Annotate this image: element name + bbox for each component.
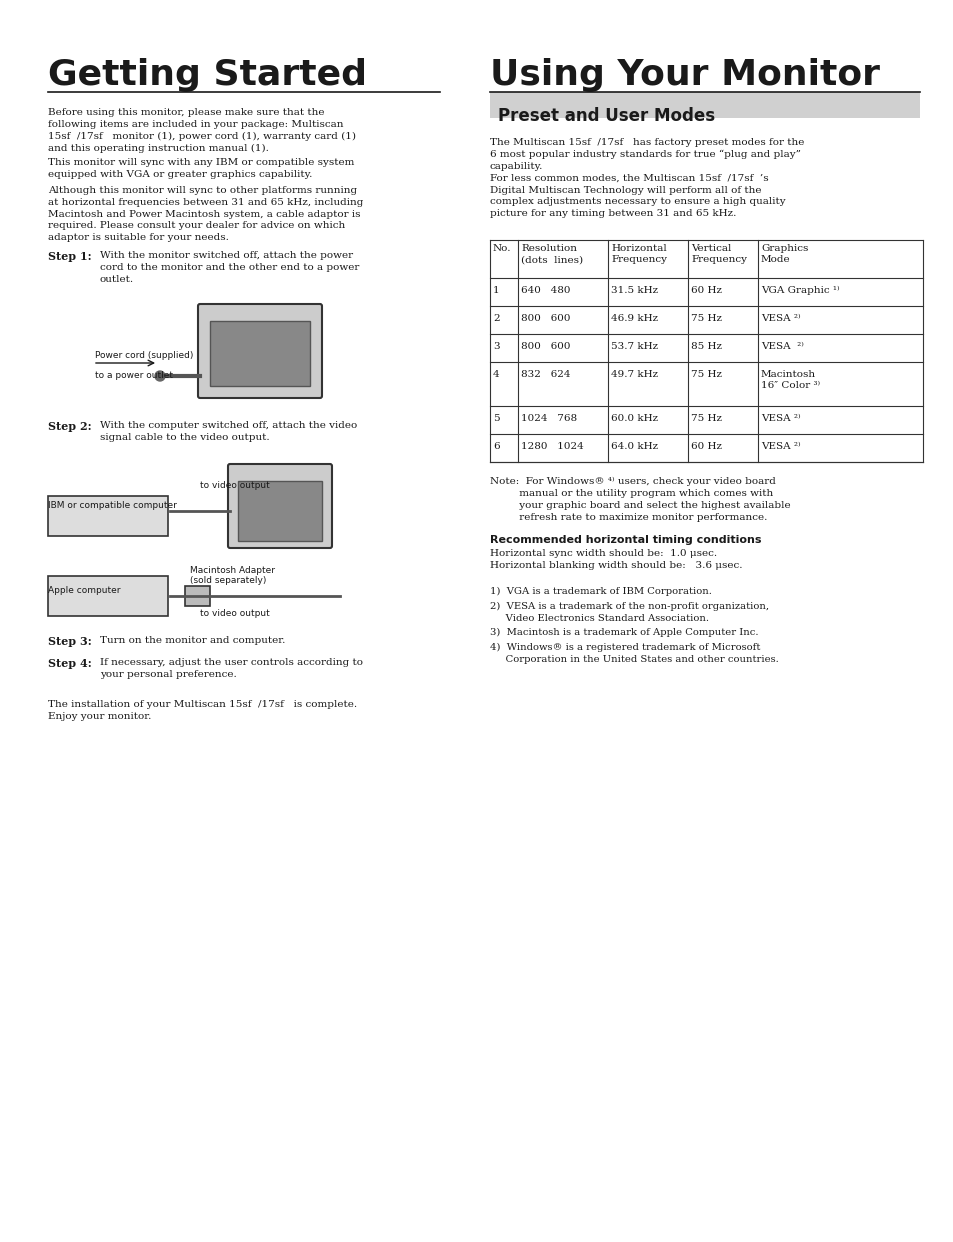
- Text: Horizontal sync width should be:  1.0 μsec.
Horizontal blanking width should be:: Horizontal sync width should be: 1.0 μse…: [490, 549, 741, 570]
- Text: Macintosh Adapter
(sold separately): Macintosh Adapter (sold separately): [190, 566, 274, 585]
- Text: Step 4:: Step 4:: [48, 658, 91, 669]
- FancyBboxPatch shape: [210, 320, 310, 386]
- Text: VESA ²⁾: VESA ²⁾: [760, 442, 800, 451]
- Text: Power cord (supplied): Power cord (supplied): [95, 351, 193, 360]
- Text: Graphics
Mode: Graphics Mode: [760, 243, 807, 265]
- Text: 4: 4: [493, 370, 499, 379]
- Text: 2: 2: [493, 314, 499, 323]
- Text: The installation of your Multiscan 15sf  /17sf   is complete.
Enjoy your monitor: The installation of your Multiscan 15sf …: [48, 700, 356, 720]
- Text: Before using this monitor, please make sure that the
following items are include: Before using this monitor, please make s…: [48, 108, 355, 153]
- Circle shape: [154, 371, 165, 381]
- FancyBboxPatch shape: [490, 92, 919, 118]
- Text: VESA ²⁾: VESA ²⁾: [760, 414, 800, 424]
- Text: Although this monitor will sync to other platforms running
at horizontal frequen: Although this monitor will sync to other…: [48, 186, 363, 242]
- Text: 60 Hz: 60 Hz: [690, 442, 721, 451]
- Text: 800   600: 800 600: [520, 314, 570, 323]
- Text: Preset and User Modes: Preset and User Modes: [497, 107, 715, 125]
- Text: 1024   768: 1024 768: [520, 414, 577, 424]
- Text: No.: No.: [493, 243, 511, 253]
- Text: VGA Graphic ¹⁾: VGA Graphic ¹⁾: [760, 286, 839, 296]
- Text: Vertical
Frequency: Vertical Frequency: [690, 243, 746, 265]
- FancyBboxPatch shape: [185, 586, 210, 606]
- Text: Note:  For Windows® ⁴⁾ users, check your video board
         manual or the util: Note: For Windows® ⁴⁾ users, check your …: [490, 477, 790, 522]
- Text: Turn on the monitor and computer.: Turn on the monitor and computer.: [100, 636, 285, 645]
- Text: VESA  ²⁾: VESA ²⁾: [760, 342, 803, 351]
- Text: 85 Hz: 85 Hz: [690, 342, 721, 351]
- Text: 1)  VGA is a trademark of IBM Corporation.: 1) VGA is a trademark of IBM Corporation…: [490, 587, 711, 596]
- Text: Step 3:: Step 3:: [48, 636, 91, 647]
- Text: Macintosh
16″ Color ³⁾: Macintosh 16″ Color ³⁾: [760, 370, 820, 390]
- Text: 75 Hz: 75 Hz: [690, 314, 721, 323]
- Text: IBM or compatible computer: IBM or compatible computer: [48, 501, 176, 510]
- Text: VESA ²⁾: VESA ²⁾: [760, 314, 800, 323]
- Text: 31.5 kHz: 31.5 kHz: [610, 286, 658, 296]
- Text: Horizontal
Frequency: Horizontal Frequency: [610, 243, 666, 265]
- Text: 60 Hz: 60 Hz: [690, 286, 721, 296]
- FancyBboxPatch shape: [228, 465, 332, 548]
- FancyBboxPatch shape: [198, 304, 322, 397]
- Text: 640   480: 640 480: [520, 286, 570, 296]
- Text: 1: 1: [493, 286, 499, 296]
- FancyBboxPatch shape: [48, 496, 168, 537]
- Text: If necessary, adjust the user controls according to
your personal preference.: If necessary, adjust the user controls a…: [100, 658, 363, 679]
- Text: to video output: to video output: [200, 609, 270, 619]
- Text: Apple computer: Apple computer: [48, 586, 120, 595]
- Text: 3: 3: [493, 342, 499, 351]
- Text: 46.9 kHz: 46.9 kHz: [610, 314, 658, 323]
- Text: Resolution
(dots  lines): Resolution (dots lines): [520, 243, 582, 265]
- Text: 4)  Windows® is a registered trademark of Microsoft
     Corporation in the Unit: 4) Windows® is a registered trademark of…: [490, 643, 778, 663]
- Text: 800   600: 800 600: [520, 342, 570, 351]
- Text: The Multiscan 15sf  /17sf   has factory preset modes for the
6 most popular indu: The Multiscan 15sf /17sf has factory pre…: [490, 138, 803, 219]
- Text: 5: 5: [493, 414, 499, 424]
- Text: 49.7 kHz: 49.7 kHz: [610, 370, 658, 379]
- Text: Recommended horizontal timing conditions: Recommended horizontal timing conditions: [490, 535, 760, 545]
- Text: Using Your Monitor: Using Your Monitor: [490, 58, 879, 92]
- Text: With the monitor switched off, attach the power
cord to the monitor and the othe: With the monitor switched off, attach th…: [100, 251, 359, 283]
- Text: 60.0 kHz: 60.0 kHz: [610, 414, 658, 424]
- Text: This monitor will sync with any IBM or compatible system
equipped with VGA or gr: This monitor will sync with any IBM or c…: [48, 158, 354, 179]
- Text: 75 Hz: 75 Hz: [690, 414, 721, 424]
- Text: 75 Hz: 75 Hz: [690, 370, 721, 379]
- Text: 2)  VESA is a trademark of the non-profit organization,
     Video Electronics S: 2) VESA is a trademark of the non-profit…: [490, 602, 768, 622]
- Text: 3)  Macintosh is a trademark of Apple Computer Inc.: 3) Macintosh is a trademark of Apple Com…: [490, 628, 758, 637]
- Text: Step 2:: Step 2:: [48, 421, 91, 432]
- Text: Step 1:: Step 1:: [48, 251, 91, 262]
- Text: With the computer switched off, attach the video
signal cable to the video outpu: With the computer switched off, attach t…: [100, 421, 356, 442]
- Text: 6: 6: [493, 442, 499, 451]
- Text: 53.7 kHz: 53.7 kHz: [610, 342, 658, 351]
- Text: Getting Started: Getting Started: [48, 58, 367, 92]
- FancyBboxPatch shape: [237, 481, 322, 542]
- Text: 64.0 kHz: 64.0 kHz: [610, 442, 658, 451]
- FancyBboxPatch shape: [48, 576, 168, 616]
- Text: 1280   1024: 1280 1024: [520, 442, 583, 451]
- Text: to a power outlet: to a power outlet: [95, 371, 172, 380]
- Text: 832   624: 832 624: [520, 370, 570, 379]
- Text: to video output: to video output: [200, 481, 270, 491]
